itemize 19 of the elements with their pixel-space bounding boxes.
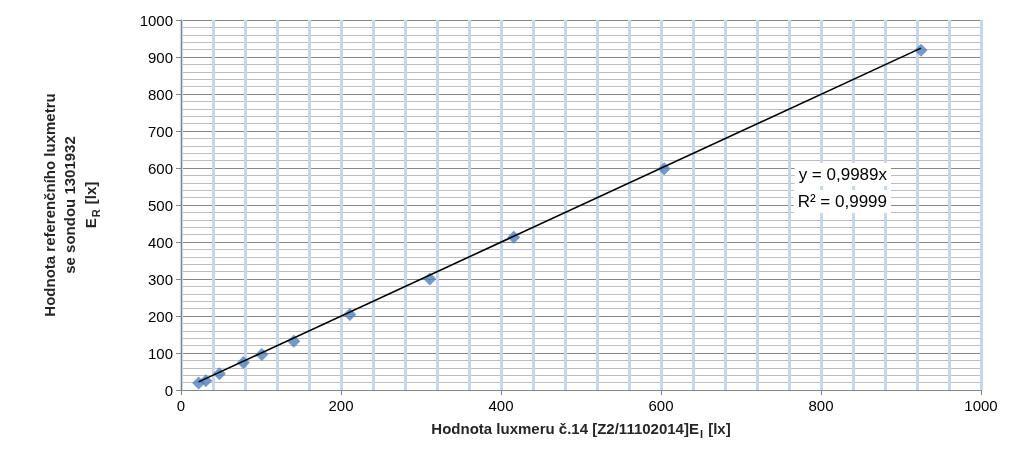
y-tick-label: 400 — [147, 233, 173, 251]
y-tick-label: 900 — [147, 48, 173, 66]
x-tick-label: 800 — [808, 397, 834, 414]
y-tick-label: 100 — [147, 344, 173, 362]
x-tick-label: 200 — [328, 397, 354, 414]
x-tick-label: 600 — [648, 397, 674, 414]
y-tick-label: 0 — [164, 381, 173, 399]
annotation: y = 0,9989x — [798, 165, 888, 184]
annotation: R² = 0,9999 — [797, 192, 887, 211]
y-tick-label: 300 — [147, 270, 173, 288]
x-tick-label: 1000 — [964, 397, 998, 414]
y-tick-label: 200 — [147, 307, 173, 325]
y-tick-label: 1000 — [139, 11, 173, 29]
y-tick-label: 600 — [147, 159, 173, 177]
y-tick-label: 700 — [147, 122, 173, 140]
x-tick-label: 0 — [176, 397, 186, 414]
x-tick-label: 400 — [488, 397, 514, 414]
y-tick-label: 500 — [147, 196, 173, 214]
y-tick-label: 800 — [147, 85, 173, 103]
